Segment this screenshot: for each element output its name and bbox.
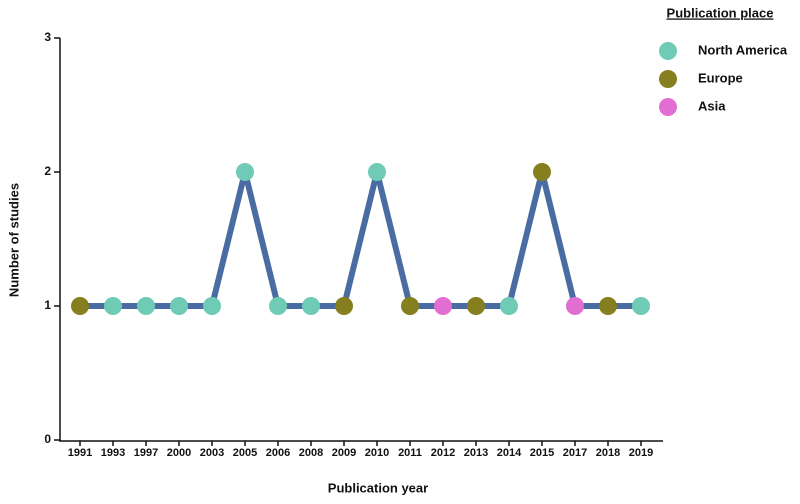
data-point [71, 297, 89, 315]
x-tick-label: 2003 [200, 447, 224, 459]
data-point [104, 297, 122, 315]
line-segment [341, 169, 380, 309]
x-tick-label: 1993 [101, 447, 125, 459]
y-tick-label: 3 [44, 30, 51, 44]
line-segment [539, 169, 578, 309]
legend-title: Publication place [667, 5, 774, 20]
y-tick-label: 1 [44, 298, 51, 312]
x-tick-label: 2011 [398, 447, 422, 459]
data-point [467, 297, 485, 315]
data-point [137, 297, 155, 315]
x-tick-label: 1991 [68, 447, 92, 459]
data-point [269, 297, 287, 315]
x-tick-label: 2005 [233, 447, 257, 459]
data-point [335, 297, 353, 315]
legend-label: Asia [698, 98, 726, 113]
data-point [566, 297, 584, 315]
x-tick-label: 2017 [563, 447, 587, 459]
legend-marker [659, 98, 677, 116]
legend-marker [659, 42, 677, 60]
x-axis-label: Publication year [328, 480, 428, 495]
y-tick-label: 2 [44, 164, 51, 178]
y-tick-label: 0 [44, 432, 51, 446]
line-segment [209, 169, 248, 309]
x-tick-label: 2006 [266, 447, 290, 459]
data-point [500, 297, 518, 315]
data-point [401, 297, 419, 315]
data-point [170, 297, 188, 315]
x-tick-label: 2012 [431, 447, 455, 459]
x-tick-label: 2009 [332, 447, 356, 459]
data-point [632, 297, 650, 315]
x-tick-label: 2015 [530, 447, 554, 459]
data-point [599, 297, 617, 315]
x-tick-label: 1997 [134, 447, 158, 459]
legend-label: Europe [698, 70, 743, 85]
data-point [434, 297, 452, 315]
x-tick-label: 2018 [596, 447, 620, 459]
x-tick-label: 2010 [365, 447, 389, 459]
x-tick-label: 2019 [629, 447, 653, 459]
y-axis-label: Number of studies [6, 183, 21, 297]
legend-marker [659, 70, 677, 88]
data-point [302, 297, 320, 315]
x-tick-label: 2014 [497, 447, 522, 459]
line-segment [506, 169, 545, 309]
x-tick-label: 2008 [299, 447, 323, 459]
x-tick-label: 2013 [464, 447, 488, 459]
legend-label: North America [698, 42, 788, 57]
line-segment [374, 169, 413, 309]
line-segment [242, 169, 281, 309]
data-point [533, 163, 551, 181]
x-tick-label: 2000 [167, 447, 191, 459]
data-point [368, 163, 386, 181]
data-point [236, 163, 254, 181]
data-point [203, 297, 221, 315]
